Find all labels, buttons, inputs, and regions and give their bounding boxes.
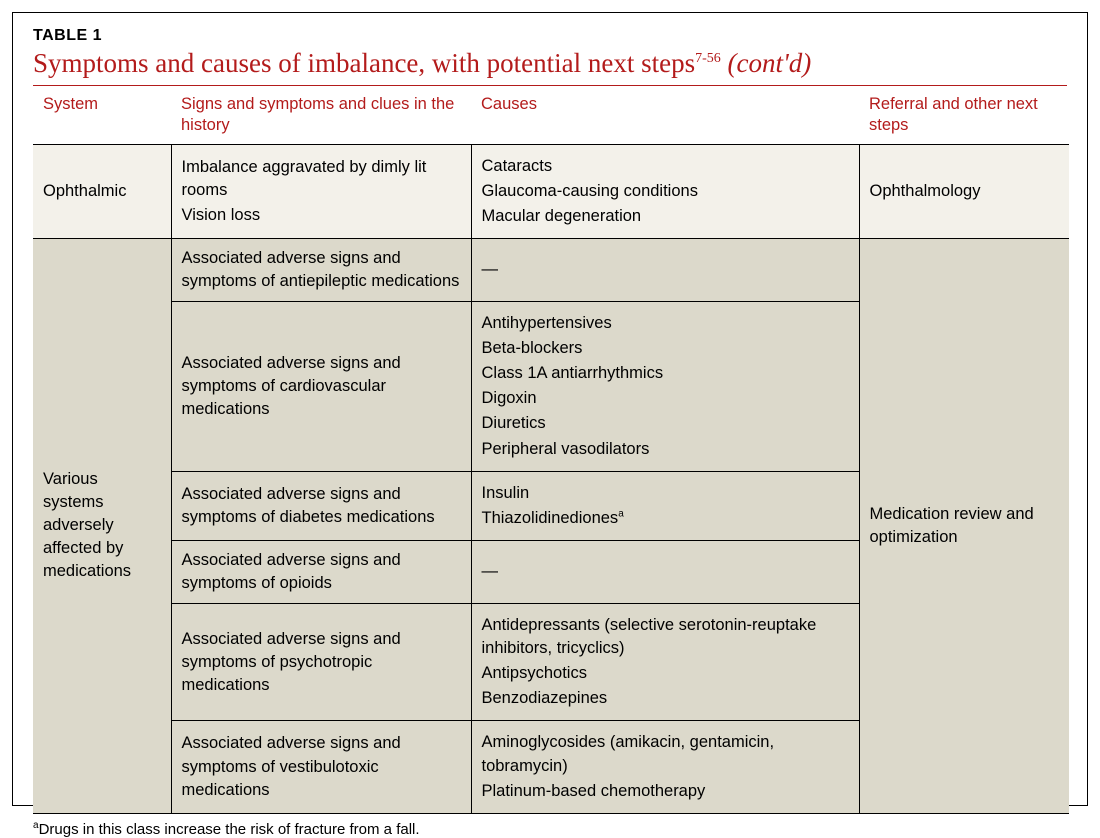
cause-line: Diuretics	[482, 412, 849, 435]
cell-signs: Associated adverse signs and symptoms of…	[171, 302, 471, 472]
cell-causes: —	[471, 540, 859, 603]
cause-line: Benzodiazepines	[482, 687, 849, 710]
title-continued: (cont'd)	[728, 48, 812, 78]
cell-system: Various systems adversely affected by me…	[33, 238, 171, 813]
header-causes: Causes	[471, 86, 859, 144]
table-body: Ophthalmic Imbalance aggravated by dimly…	[33, 144, 1069, 813]
title-main: Symptoms and causes of imbalance, with p…	[33, 48, 695, 78]
cell-signs: Associated adverse signs and symptoms of…	[171, 604, 471, 721]
header-ref: Referral and other next steps	[859, 86, 1069, 144]
cause-line: Aminoglycosides (amikacin, gentamicin, t…	[482, 731, 849, 777]
table-row: Ophthalmic Imbalance aggravated by dimly…	[33, 144, 1069, 238]
cause-line: Antihypertensives	[482, 312, 849, 335]
cell-signs: Associated adverse signs and symptoms of…	[171, 238, 471, 301]
cause-line: Antipsychotics	[482, 662, 849, 685]
title-citation: 7-56	[695, 51, 721, 66]
cause-line: Insulin	[482, 482, 849, 505]
table-title: Symptoms and causes of imbalance, with p…	[33, 47, 1067, 86]
cause-line: Antidepressants (selective serotonin-reu…	[482, 614, 849, 660]
cell-causes: Cataracts Glaucoma-causing conditions Ma…	[471, 144, 859, 238]
sign-line: Vision loss	[182, 204, 461, 227]
cause-line: Thiazolidinedionesa	[482, 507, 849, 530]
cause-text: Thiazolidinediones	[482, 509, 619, 527]
header-row: System Signs and symptoms and clues in t…	[33, 86, 1069, 144]
table-frame: TABLE 1 Symptoms and causes of imbalance…	[12, 12, 1088, 806]
cell-causes: Antihypertensives Beta-blockers Class 1A…	[471, 302, 859, 472]
cell-signs: Imbalance aggravated by dimly lit rooms …	[171, 144, 471, 238]
table-footnote: aDrugs in this class increase the risk o…	[33, 820, 1067, 838]
cause-superscript: a	[618, 508, 624, 519]
symptoms-table: System Signs and symptoms and clues in t…	[33, 86, 1069, 813]
cell-causes: Aminoglycosides (amikacin, gentamicin, t…	[471, 721, 859, 813]
cause-line: Platinum-based chemotherapy	[482, 780, 849, 803]
header-system: System	[33, 86, 171, 144]
header-signs: Signs and symptoms and clues in the hist…	[171, 86, 471, 144]
cell-causes: —	[471, 238, 859, 301]
cell-causes: Antidepressants (selective serotonin-reu…	[471, 604, 859, 721]
cell-signs: Associated adverse signs and symptoms of…	[171, 721, 471, 813]
cause-line: Beta-blockers	[482, 337, 849, 360]
cell-causes: Insulin Thiazolidinedionesa	[471, 471, 859, 540]
cause-line: Peripheral vasodilators	[482, 438, 849, 461]
cause-line: Cataracts	[482, 155, 849, 178]
cause-line: Digoxin	[482, 387, 849, 410]
cause-line: Macular degeneration	[482, 205, 849, 228]
cause-line: Class 1A antiarrhythmics	[482, 362, 849, 385]
sign-line: Imbalance aggravated by dimly lit rooms	[182, 156, 461, 202]
table-number: TABLE 1	[33, 27, 1067, 45]
table-row: Various systems adversely affected by me…	[33, 238, 1069, 301]
cell-referral: Medication review and optimization	[859, 238, 1069, 813]
cell-referral: Ophthalmology	[859, 144, 1069, 238]
cell-signs: Associated adverse signs and symptoms of…	[171, 471, 471, 540]
cause-line: Glaucoma-causing conditions	[482, 180, 849, 203]
footnote-text: Drugs in this class increase the risk of…	[39, 821, 420, 838]
cell-signs: Associated adverse signs and symptoms of…	[171, 540, 471, 603]
cell-system: Ophthalmic	[33, 144, 171, 238]
